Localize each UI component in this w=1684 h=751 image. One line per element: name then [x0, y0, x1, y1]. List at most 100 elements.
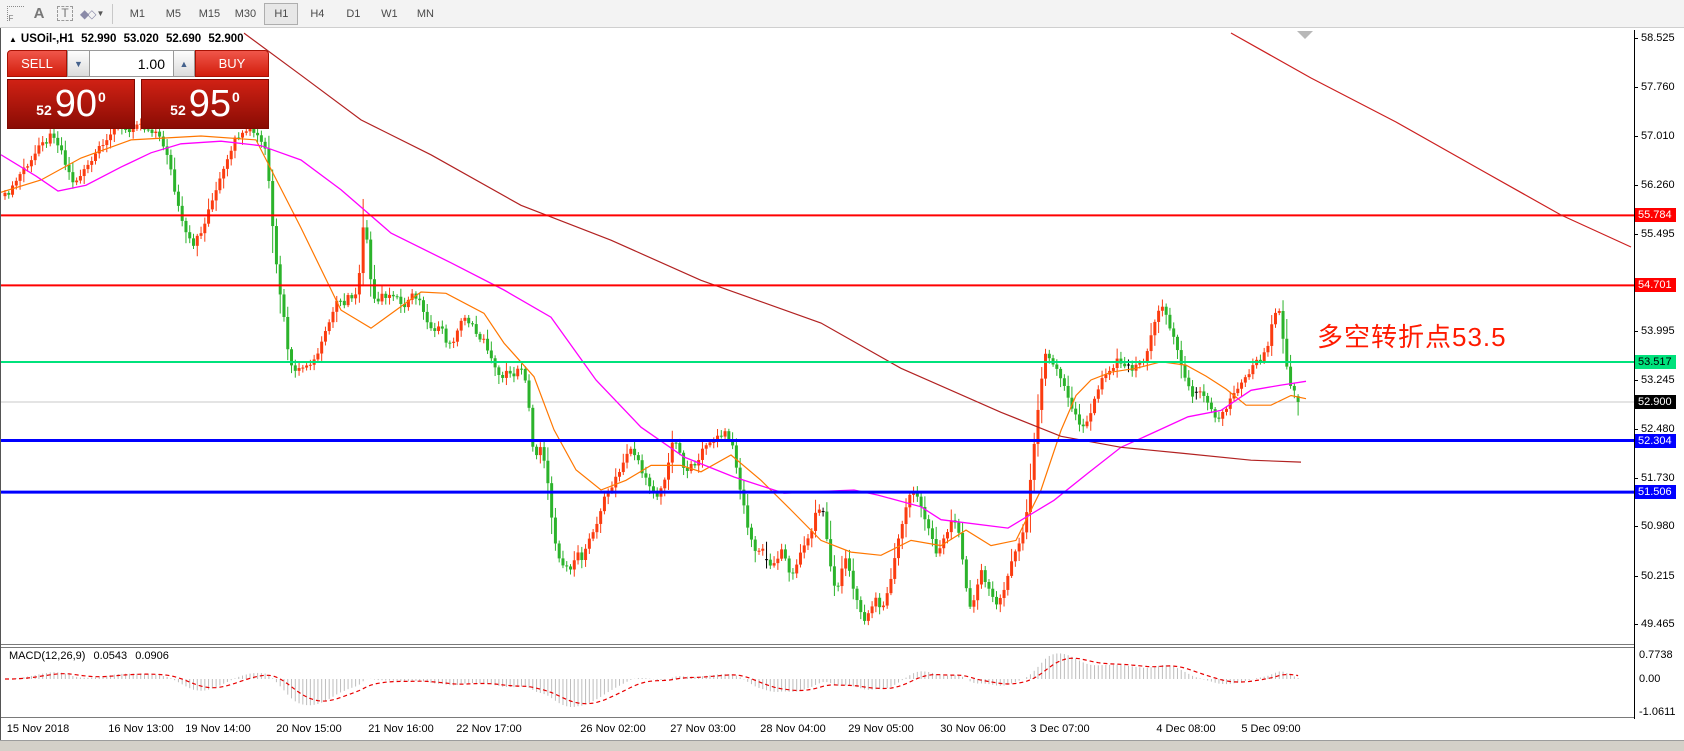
- ask-price-big: 95: [188, 83, 232, 125]
- price-axis-tick-mark: [1634, 331, 1638, 333]
- time-axis-label: 26 Nov 02:00: [580, 723, 646, 735]
- ohlc-high: 53.020: [123, 33, 159, 45]
- price-axis-tick-mark: [1634, 38, 1638, 39]
- timeframe-button-M15[interactable]: M15: [198, 7, 221, 20]
- timeframe-button-D1[interactable]: D1: [346, 7, 361, 20]
- bid-price-small: 52: [36, 102, 52, 118]
- price-level-label: 51.506: [1635, 485, 1676, 500]
- price-axis-tick-mark: [1634, 234, 1638, 236]
- time-axis-label: 21 Nov 16:00: [368, 723, 434, 735]
- price-level-label: 53.517: [1635, 355, 1676, 370]
- lot-increase-button[interactable]: ▲: [173, 50, 195, 77]
- sell-button[interactable]: SELL: [7, 50, 67, 77]
- shapes-tool-icon[interactable]: ◆◇ ▼: [80, 6, 105, 21]
- grid-tool-icon[interactable]: F: [2, 3, 24, 25]
- chevron-down-icon: ▼: [96, 9, 105, 18]
- timeframe-button-group: M1 M5 M15 M30 H1 H4 D1 W1 MN: [119, 2, 443, 25]
- buy-button[interactable]: BUY: [195, 50, 269, 77]
- price-chart-canvas[interactable]: [1, 28, 1684, 740]
- time-axis-label: 16 Nov 13:00: [108, 723, 174, 735]
- macd-panel-top-border: [1, 647, 1634, 648]
- price-axis-tick: 56.260: [1641, 178, 1675, 191]
- symbol-name: USOil-,H1: [20, 33, 74, 45]
- time-axis-label: 3 Dec 07:00: [1030, 723, 1090, 735]
- collapse-arrow-icon[interactable]: ▲: [9, 35, 17, 44]
- price-axis-tick-mark: [1634, 624, 1638, 626]
- macd-main-value: 0.0543: [93, 650, 128, 662]
- price-axis-tick: 53.245: [1641, 373, 1675, 386]
- timeframe-button-M5[interactable]: M5: [165, 7, 182, 20]
- time-axis-label: 29 Nov 05:00: [848, 723, 914, 735]
- text-box-tool-icon[interactable]: T: [57, 6, 73, 21]
- price-axis-tick: 49.465: [1641, 618, 1675, 631]
- toolbar-separator: [112, 3, 114, 24]
- time-axis-label: 28 Nov 04:00: [760, 723, 826, 735]
- timeframe-button-H1[interactable]: H1: [264, 2, 299, 25]
- ask-price-small: 52: [170, 102, 186, 118]
- price-axis-tick-mark: [1634, 136, 1638, 138]
- price-axis-tick: 57.010: [1641, 130, 1675, 143]
- price-axis-tick: 55.495: [1641, 228, 1675, 241]
- price-axis-tick-mark: [1634, 526, 1638, 528]
- macd-axis-tick: 0.7738: [1639, 649, 1673, 661]
- time-axis-label: 20 Nov 15:00: [276, 723, 342, 735]
- bid-price-panel[interactable]: 52 90 0: [7, 79, 135, 129]
- price-axis-tick-mark: [1634, 429, 1638, 431]
- price-axis-tick-mark: [1634, 184, 1638, 186]
- ohlc-low: 52.690: [165, 33, 202, 45]
- timeframe-button-M30[interactable]: M30: [234, 7, 257, 20]
- ohlc-open: 52.990: [81, 33, 117, 45]
- lot-size-input[interactable]: 1.00: [90, 50, 173, 77]
- candles: [3, 118, 1300, 626]
- upper-right-descending-line: [1230, 32, 1632, 248]
- price-axis-tick-mark: [1634, 575, 1638, 577]
- time-axis-label: 5 Dec 09:00: [1241, 723, 1301, 735]
- main-chart-bottom-border: [1, 644, 1634, 645]
- timeframe-button-H4[interactable]: H4: [310, 7, 325, 20]
- price-level-label: 54.701: [1635, 278, 1676, 293]
- timeframe-button-M1[interactable]: M1: [129, 7, 146, 20]
- price-axis-tick: 58.525: [1641, 32, 1675, 44]
- price-level-label: 55.784: [1635, 208, 1676, 223]
- price-axis-tick-mark: [1634, 87, 1638, 89]
- level-lines: [1, 214, 1634, 494]
- text-label-tool-icon[interactable]: A: [33, 5, 45, 22]
- macd-name: MACD(12,26,9): [9, 650, 86, 662]
- macd-panel-bottom-border: [1, 717, 1634, 718]
- time-axis-label: 4 Dec 08:00: [1156, 723, 1216, 735]
- macd-indicator-label: MACD(12,26,9) 0.0543 0.0906: [9, 650, 174, 662]
- price-axis-tick: 52.480: [1641, 423, 1675, 436]
- timeframe-button-W1[interactable]: W1: [381, 7, 398, 20]
- chart-shift-marker-icon[interactable]: [1297, 31, 1313, 39]
- macd-axis-tick: -1.0611: [1639, 706, 1676, 718]
- lot-decrease-button[interactable]: ▼: [67, 50, 90, 77]
- ask-price-sup: 0: [232, 89, 240, 105]
- time-axis-label: 19 Nov 14:00: [185, 723, 251, 735]
- symbol-title: ▲ USOil-,H1 52.990 53.020 52.690 52.900: [9, 33, 248, 45]
- price-level-label: 52.304: [1635, 433, 1676, 448]
- price-axis-tick: 57.760: [1641, 81, 1675, 94]
- macd-panel: [5, 653, 1299, 708]
- timeframe-button-MN[interactable]: MN: [416, 7, 434, 20]
- time-axis-label: 30 Nov 06:00: [940, 723, 1006, 735]
- macd-signal-value: 0.0906: [135, 650, 169, 662]
- one-click-trading-panel: SELL ▼ 1.00 ▲ BUY 52 90 0 52 95 0: [7, 50, 269, 129]
- macd-signal-line: [5, 657, 1299, 705]
- bid-price-sup: 0: [98, 89, 106, 105]
- price-axis-tick: 50.215: [1641, 569, 1675, 582]
- ohlc-close: 52.900: [208, 33, 244, 45]
- window-bottom-strip: [0, 740, 1684, 751]
- chart-window[interactable]: ▲ USOil-,H1 52.990 53.020 52.690 52.900 S…: [0, 28, 1684, 740]
- bid-price-big: 90: [54, 83, 98, 125]
- ma-fast-orange: [1, 135, 1307, 556]
- top-toolbar: F A T ◆◇ ▼ M1 M5 M15 M30 H1 H4 D1 W1 MN: [0, 0, 1684, 28]
- price-axis-border: [1634, 30, 1635, 719]
- price-axis-tick-mark: [1634, 379, 1638, 381]
- macd-axis-tick: 0.00: [1639, 673, 1661, 685]
- time-axis-label: 22 Nov 17:00: [456, 723, 522, 735]
- ask-price-panel[interactable]: 52 95 0: [141, 79, 269, 129]
- price-level-label: 52.900: [1635, 394, 1676, 409]
- time-axis-label: 27 Nov 03:00: [670, 723, 736, 735]
- ma-mid-magenta: [1, 140, 1307, 529]
- price-axis-tick-mark: [1634, 477, 1638, 479]
